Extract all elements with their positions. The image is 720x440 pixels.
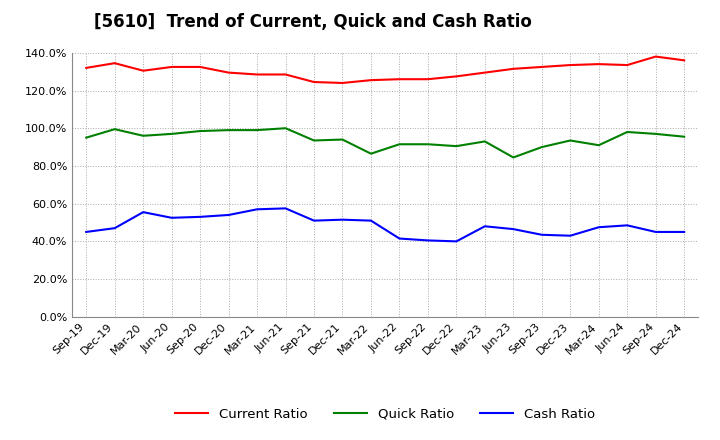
Text: [5610]  Trend of Current, Quick and Cash Ratio: [5610] Trend of Current, Quick and Cash … — [94, 13, 531, 31]
Current Ratio — [623, 62, 631, 68]
Current Ratio — [282, 72, 290, 77]
Quick Ratio — [680, 134, 688, 139]
Current Ratio — [537, 64, 546, 70]
Current Ratio — [366, 77, 375, 83]
Cash Ratio — [595, 224, 603, 230]
Quick Ratio — [310, 138, 318, 143]
Cash Ratio — [253, 207, 261, 212]
Quick Ratio — [509, 155, 518, 160]
Current Ratio — [652, 54, 660, 59]
Line: Cash Ratio: Cash Ratio — [86, 209, 684, 242]
Current Ratio — [480, 70, 489, 75]
Cash Ratio — [310, 218, 318, 223]
Quick Ratio — [225, 128, 233, 133]
Cash Ratio — [423, 238, 432, 243]
Cash Ratio — [623, 223, 631, 228]
Current Ratio — [196, 64, 204, 70]
Cash Ratio — [225, 213, 233, 218]
Current Ratio — [110, 61, 119, 66]
Quick Ratio — [595, 143, 603, 148]
Quick Ratio — [167, 131, 176, 136]
Cash Ratio — [82, 229, 91, 235]
Quick Ratio — [338, 137, 347, 142]
Quick Ratio — [196, 128, 204, 134]
Cash Ratio — [110, 226, 119, 231]
Cash Ratio — [196, 214, 204, 220]
Line: Quick Ratio: Quick Ratio — [86, 128, 684, 158]
Cash Ratio — [395, 236, 404, 241]
Cash Ratio — [452, 239, 461, 244]
Quick Ratio — [623, 129, 631, 135]
Quick Ratio — [253, 128, 261, 133]
Cash Ratio — [652, 229, 660, 235]
Cash Ratio — [139, 209, 148, 215]
Cash Ratio — [680, 229, 688, 235]
Quick Ratio — [452, 143, 461, 149]
Cash Ratio — [509, 227, 518, 232]
Current Ratio — [167, 64, 176, 70]
Quick Ratio — [566, 138, 575, 143]
Cash Ratio — [167, 215, 176, 220]
Quick Ratio — [480, 139, 489, 144]
Current Ratio — [595, 62, 603, 67]
Quick Ratio — [110, 127, 119, 132]
Quick Ratio — [366, 151, 375, 156]
Cash Ratio — [366, 218, 375, 223]
Current Ratio — [253, 72, 261, 77]
Current Ratio — [680, 58, 688, 63]
Current Ratio — [509, 66, 518, 71]
Current Ratio — [225, 70, 233, 75]
Quick Ratio — [82, 135, 91, 140]
Current Ratio — [139, 68, 148, 73]
Quick Ratio — [282, 125, 290, 131]
Cash Ratio — [480, 224, 489, 229]
Quick Ratio — [395, 142, 404, 147]
Cash Ratio — [537, 232, 546, 238]
Current Ratio — [423, 77, 432, 82]
Current Ratio — [338, 81, 347, 86]
Line: Current Ratio: Current Ratio — [86, 57, 684, 83]
Current Ratio — [310, 79, 318, 84]
Quick Ratio — [537, 144, 546, 150]
Quick Ratio — [652, 131, 660, 136]
Quick Ratio — [423, 142, 432, 147]
Cash Ratio — [338, 217, 347, 222]
Current Ratio — [566, 62, 575, 68]
Legend: Current Ratio, Quick Ratio, Cash Ratio: Current Ratio, Quick Ratio, Cash Ratio — [176, 408, 595, 421]
Current Ratio — [395, 77, 404, 82]
Current Ratio — [452, 74, 461, 79]
Current Ratio — [82, 65, 91, 70]
Cash Ratio — [282, 206, 290, 211]
Quick Ratio — [139, 133, 148, 139]
Cash Ratio — [566, 233, 575, 238]
